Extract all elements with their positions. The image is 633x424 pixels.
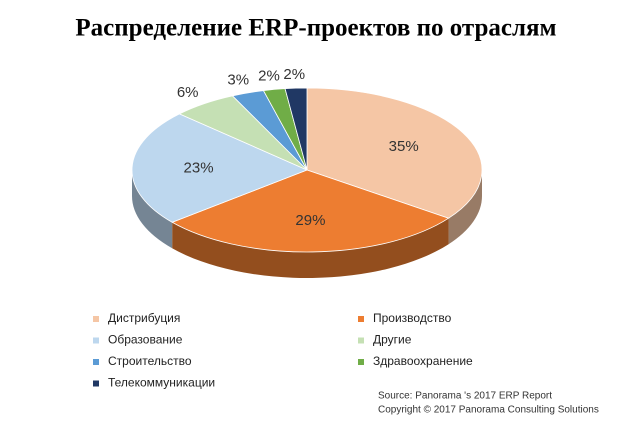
slice-side	[448, 170, 482, 245]
legend-marker	[93, 337, 99, 344]
data-label: 35%	[389, 138, 419, 155]
slice-side	[132, 170, 173, 249]
chart-title: Распределение ERP-проектов по отраслям	[75, 15, 556, 42]
legend-marker	[93, 359, 99, 365]
data-label: 2%	[283, 66, 305, 83]
data-label: 3%	[227, 71, 249, 88]
data-label: 29%	[295, 212, 325, 229]
legend-marker	[358, 316, 364, 322]
pie-slice	[306, 87, 483, 219]
data-label: 6%	[177, 84, 199, 101]
slice-side	[172, 218, 449, 278]
legend-marker	[93, 316, 99, 322]
data-label: 2%	[258, 68, 280, 85]
source-note: Source: Panorama 's 2017 ERP Report	[378, 391, 552, 402]
legend-label: Здравоохранение	[373, 354, 473, 368]
legend-label: Другие	[373, 333, 412, 347]
pie-slice	[131, 113, 309, 223]
data-label: 23%	[184, 159, 214, 176]
pie-slice	[171, 169, 450, 253]
legend-label: Телекоммуникации	[108, 376, 215, 390]
legend-marker	[93, 380, 99, 387]
legend-marker	[358, 337, 364, 344]
legend-label: Дистрибуция	[108, 311, 180, 325]
legend-marker	[358, 359, 364, 365]
legend-label: Строительство	[108, 354, 192, 368]
legend-label: Образование	[108, 333, 183, 347]
legend-label: Производство	[373, 311, 452, 325]
pie-slice	[284, 87, 308, 171]
copyright-note: Copyright © 2017 Panorama Consulting Sol…	[378, 405, 599, 416]
